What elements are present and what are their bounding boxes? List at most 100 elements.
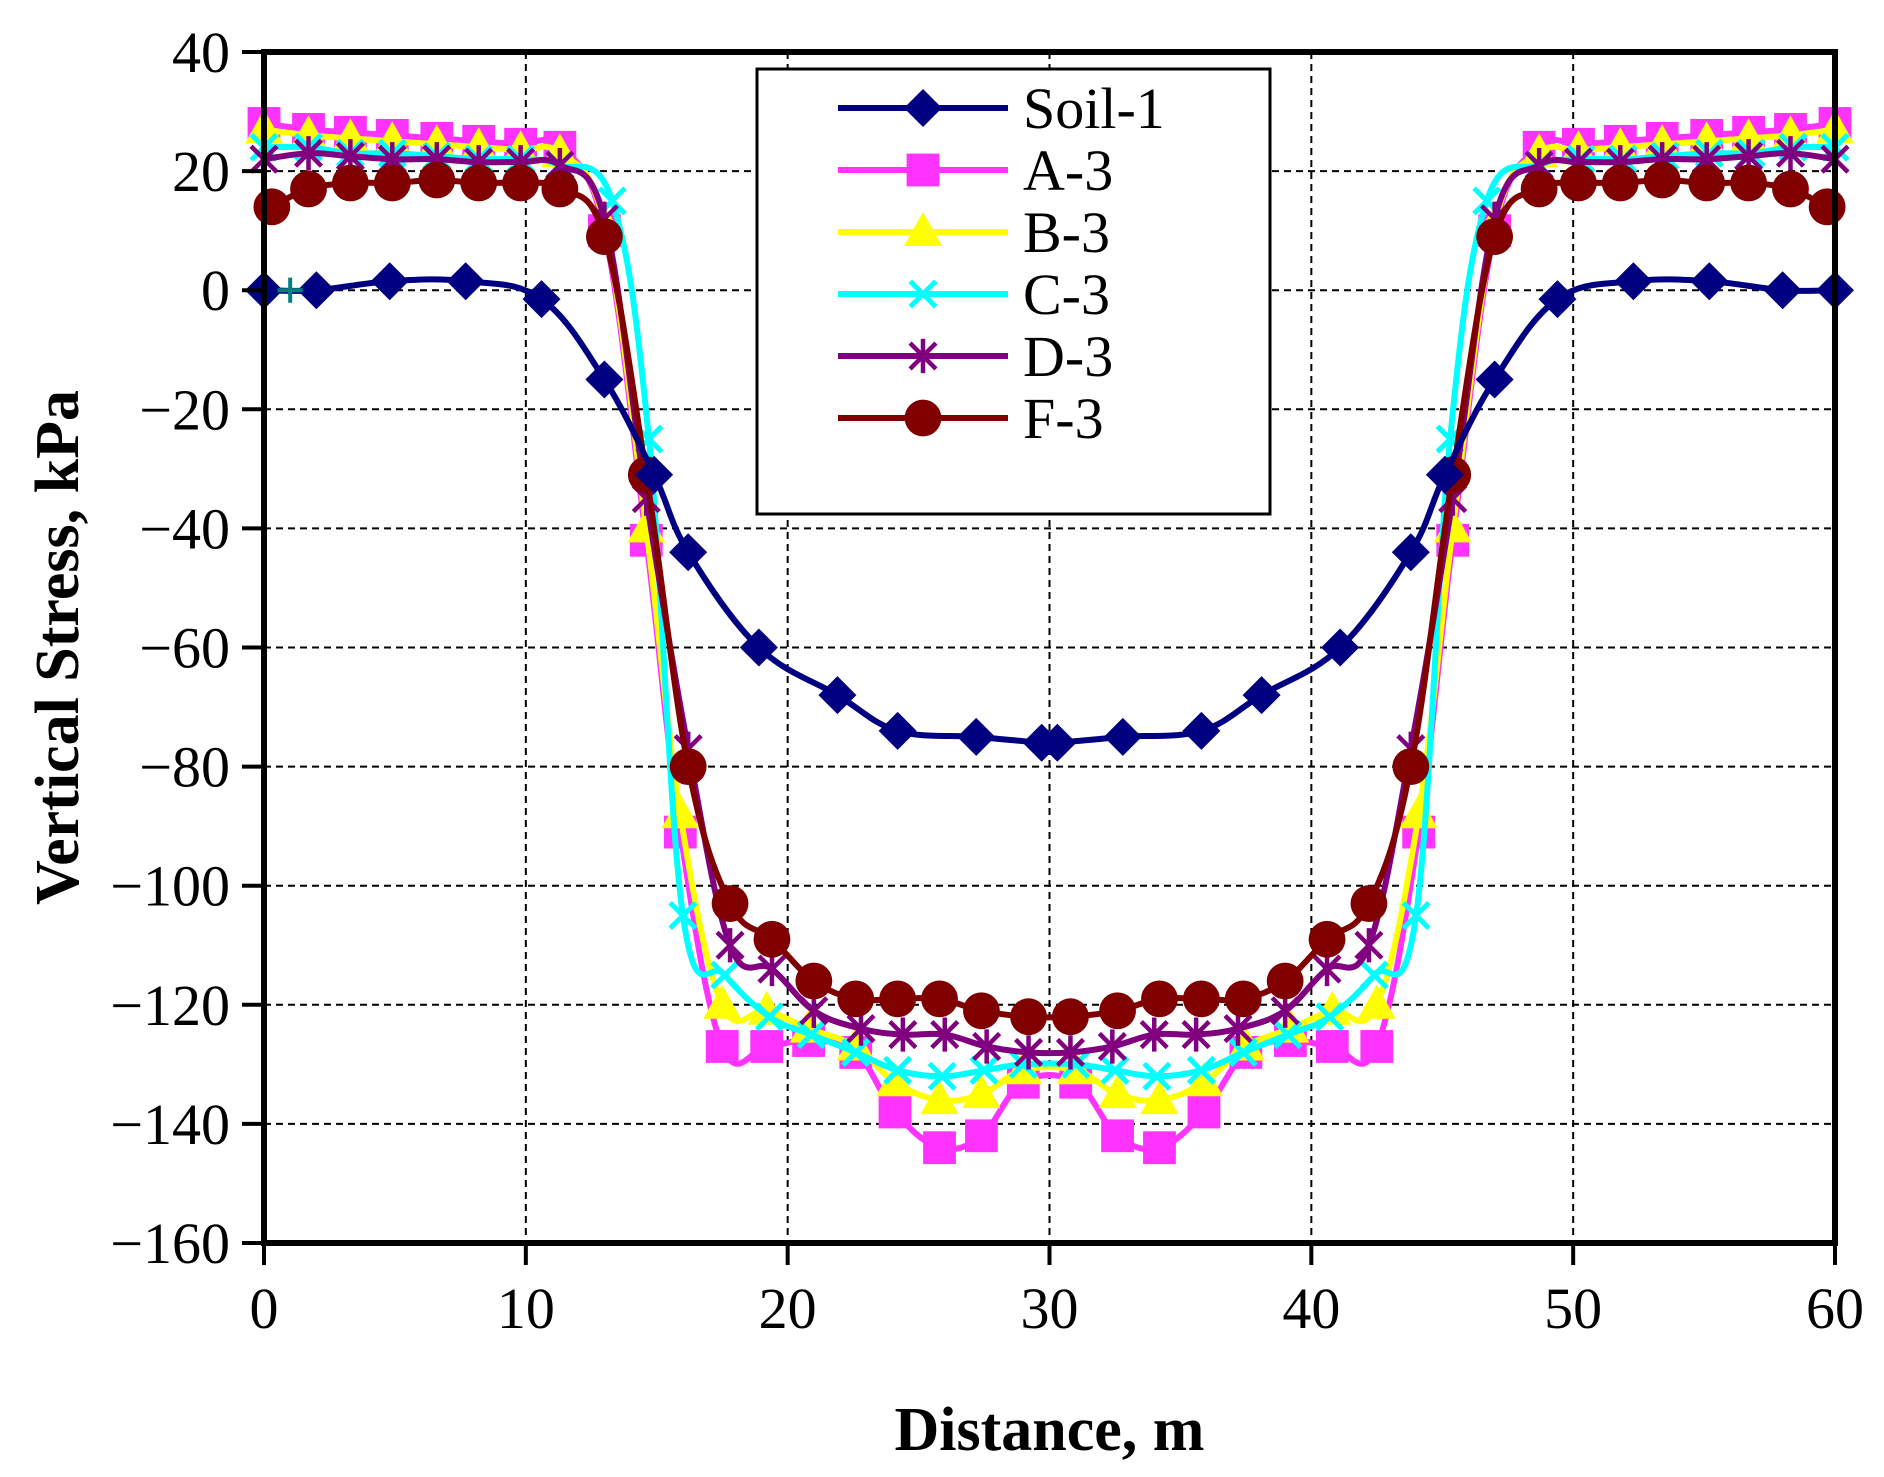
data-point-d-3 [888,1017,918,1052]
data-point-soil-1 [446,262,485,301]
data-point-f-3 [669,748,707,785]
data-point-f-3 [585,218,623,256]
data-point-f-3 [541,170,579,208]
data-point-f-3 [1308,920,1346,958]
y-tick-label: 0 [201,258,230,323]
legend-marker-a-3 [906,153,940,187]
y-tick-label: −60 [139,616,230,681]
data-point-d-3 [293,136,324,171]
data-point-c-3 [969,1055,999,1085]
legend-marker-f-3 [904,399,942,437]
x-tick-label: 10 [497,1276,555,1341]
data-point-f-3 [1808,188,1846,226]
legend-entry-c-3: C-3 [838,262,1110,327]
data-point-f-3 [1266,962,1304,1000]
data-point-d-3 [1055,1035,1086,1070]
data-point-soil-1 [1038,723,1077,762]
data-point-f-3 [1643,161,1681,199]
data-point-d-3 [1181,1017,1211,1052]
data-point-c-3 [1228,1037,1258,1067]
data-point-c-3 [1401,900,1431,930]
legend-entry-d-3: D-3 [838,324,1113,389]
data-point-b-3 [1098,1074,1137,1109]
data-point-b-3 [703,984,742,1019]
data-point-a-3 [1187,1095,1221,1129]
data-point-b-3 [1271,1008,1310,1043]
x-tick-label: 30 [1021,1276,1079,1341]
data-point-f-3 [1688,164,1726,202]
legend: Soil-1A-3B-3C-3D-3F-3 [755,67,1272,516]
legend-marker-d-3 [908,338,938,374]
data-point-soil-1 [1475,360,1514,399]
data-point-f-3 [837,980,875,1018]
y-tick-label: −160 [110,1211,230,1276]
data-point-f-3 [1730,164,1767,202]
data-point-f-3 [1601,164,1639,202]
data-point-c-3 [796,1020,826,1050]
data-point-f-3 [795,962,833,1000]
x-tick-label: 0 [250,1276,279,1341]
legend-label-a-3: A-3 [1023,138,1113,203]
data-point-soil-1 [297,271,336,310]
data-point-b-3 [789,1008,828,1043]
data-point-soil-1 [1690,262,1729,301]
data-point-d-3 [715,928,745,963]
data-point-f-3 [1772,170,1809,208]
data-point-d-3 [972,1029,1002,1064]
data-point-f-3 [1350,885,1388,922]
legend-entry-a-3: A-3 [838,138,1113,203]
data-point-soil-1 [1182,711,1221,750]
data-point-a-3 [965,1119,998,1153]
axis-ticks [242,50,1837,1265]
data-point-f-3 [418,161,456,199]
data-point-d-3 [930,1017,960,1052]
data-point-a-3 [1360,1030,1394,1063]
legend-marker-b-3 [904,212,942,246]
data-point-soil-1 [957,717,996,756]
series-d-3 [249,136,1850,1070]
data-point-f-3 [502,164,539,202]
data-point-c-3 [754,1002,784,1032]
x-axis-title: Distance, m [895,1396,1205,1464]
data-point-a-3 [705,1030,739,1063]
data-point-d-3 [1097,1029,1127,1064]
data-point-f-3 [1010,998,1047,1036]
legend-entry-f-3: F-3 [838,386,1104,451]
data-point-soil-1 [1391,533,1430,572]
data-point-f-3 [1224,980,1262,1018]
data-point-soil-1 [522,280,561,319]
data-point-b-3 [1226,1026,1265,1061]
y-tick-label: 20 [172,139,230,204]
data-point-f-3 [1099,992,1136,1030]
data-point-f-3 [1476,218,1514,256]
data-point-f-3 [1520,170,1558,208]
data-point-soil-1 [585,360,624,399]
data-point-f-3 [1560,164,1597,202]
data-point-soil-1 [818,676,857,715]
data-point-soil-1 [878,711,917,750]
legend-label-soil-1: Soil-1 [1023,76,1165,141]
data-point-d-3 [846,1011,876,1046]
legend-label-b-3: B-3 [1023,200,1110,265]
x-tick-label: 20 [759,1276,817,1341]
data-point-c-3 [1359,960,1389,990]
data-point-f-3 [963,992,1000,1030]
y-tick-label: −20 [139,377,230,442]
data-point-soil-1 [1242,676,1281,715]
data-point-b-3 [1140,1080,1179,1115]
data-point-c-3 [1100,1055,1130,1085]
data-point-d-3 [1223,1011,1253,1046]
legend-marker-soil-1 [904,89,942,127]
data-point-c-3 [883,1055,913,1085]
data-point-a-3 [1143,1131,1176,1165]
data-point-f-3 [1182,980,1220,1018]
legend-entry-b-3: B-3 [838,200,1110,265]
y-tick-label: −140 [110,1092,230,1157]
y-axis-title: Vertical Stress, kPa [24,390,92,905]
tick-labels: 40 20 0 −20 −40 −60 −80 −100 −120 −140 −160 0 10 20 30… [110,20,1864,1341]
data-point-soil-1 [1321,628,1360,667]
data-point-soil-1 [1425,455,1464,494]
data-point-soil-1 [1614,262,1653,301]
data-point-c-3 [668,900,698,930]
